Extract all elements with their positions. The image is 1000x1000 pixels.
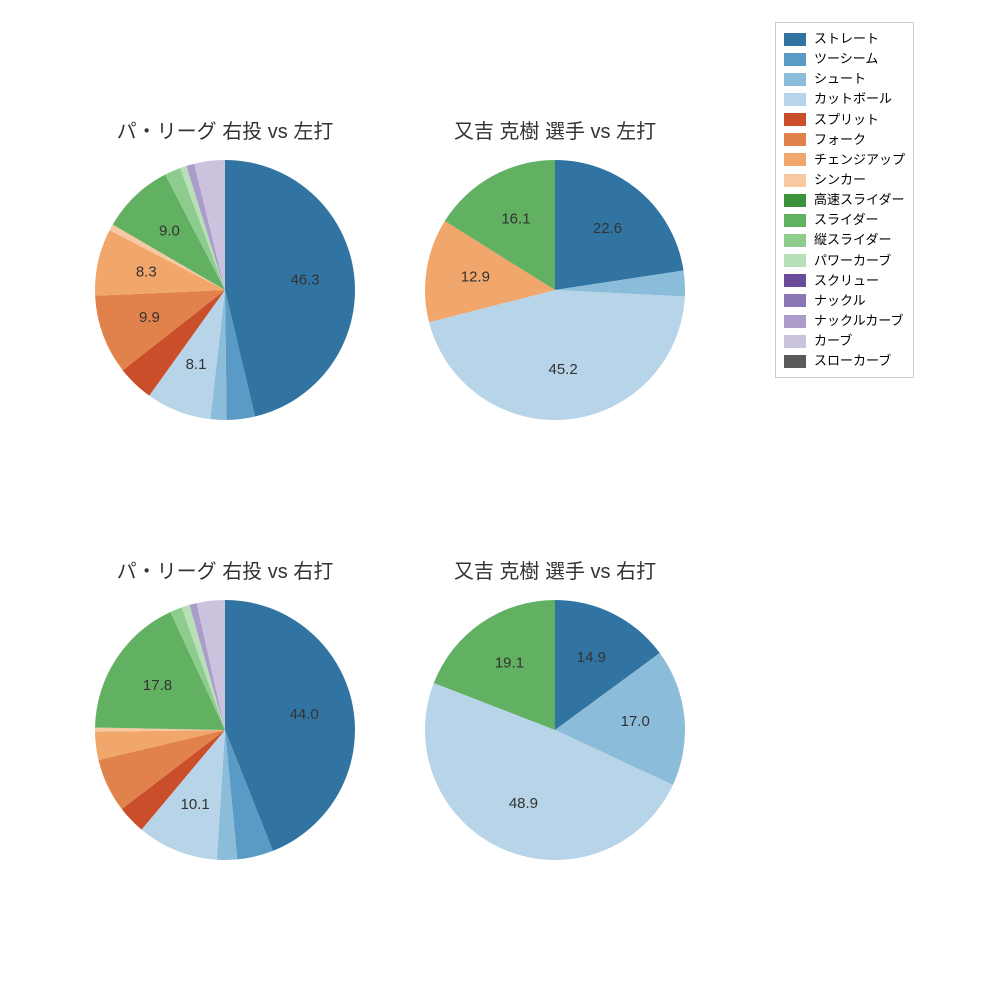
- legend-swatch: [784, 33, 806, 46]
- legend-item: パワーカーブ: [784, 251, 905, 271]
- legend-item: スローカーブ: [784, 351, 905, 371]
- pie-slice-label: 44.0: [290, 706, 319, 723]
- legend-label: シュート: [814, 69, 866, 89]
- pie-slice-label: 17.0: [621, 713, 650, 730]
- pie-chart: 22.6 45.2 12.9 16.1: [385, 120, 725, 460]
- legend-label: チェンジアップ: [814, 150, 905, 170]
- pie-slice-label: 8.3: [136, 264, 157, 281]
- legend: ストレートツーシームシュートカットボールスプリットフォークチェンジアップシンカー…: [775, 22, 914, 378]
- pie-slice-label: 9.9: [139, 309, 160, 326]
- legend-item: 縦スライダー: [784, 230, 905, 250]
- legend-label: スプリット: [814, 110, 879, 130]
- legend-item: 高速スライダー: [784, 190, 905, 210]
- pie-slice-label: 9.0: [159, 223, 180, 240]
- legend-swatch: [784, 234, 806, 247]
- legend-item: ツーシーム: [784, 49, 905, 69]
- legend-swatch: [784, 335, 806, 348]
- legend-swatch: [784, 93, 806, 106]
- legend-swatch: [784, 153, 806, 166]
- pie-chart: 44.0 10.1 17.8: [55, 560, 395, 900]
- legend-item: チェンジアップ: [784, 150, 905, 170]
- legend-swatch: [784, 194, 806, 207]
- legend-label: スクリュー: [814, 271, 879, 291]
- legend-label: ストレート: [814, 29, 879, 49]
- legend-label: カーブ: [814, 331, 852, 351]
- legend-label: パワーカーブ: [814, 251, 891, 271]
- pie-slice-label: 14.9: [577, 649, 606, 666]
- legend-item: フォーク: [784, 130, 905, 150]
- pie-slice-label: 48.9: [509, 795, 538, 812]
- legend-item: ナックル: [784, 291, 905, 311]
- legend-item: カットボール: [784, 89, 905, 109]
- pie-slice-label: 22.6: [593, 220, 622, 237]
- legend-item: スクリュー: [784, 271, 905, 291]
- legend-item: カーブ: [784, 331, 905, 351]
- legend-swatch: [784, 113, 806, 126]
- pie-slice-label: 10.1: [180, 796, 209, 813]
- legend-label: 高速スライダー: [814, 190, 904, 210]
- legend-label: 縦スライダー: [814, 230, 891, 250]
- legend-label: スローカーブ: [814, 351, 891, 371]
- pie-chart: 46.3 8.1 9.9 8.3 9.0: [55, 120, 395, 460]
- legend-swatch: [784, 214, 806, 227]
- legend-swatch: [784, 254, 806, 267]
- legend-item: シュート: [784, 69, 905, 89]
- legend-swatch: [784, 274, 806, 287]
- legend-item: ストレート: [784, 29, 905, 49]
- legend-swatch: [784, 53, 806, 66]
- legend-item: スライダー: [784, 210, 905, 230]
- legend-swatch: [784, 73, 806, 86]
- pie-slice-label: 45.2: [548, 361, 577, 378]
- legend-item: スプリット: [784, 110, 905, 130]
- pie-slice-label: 46.3: [290, 272, 319, 289]
- legend-label: シンカー: [814, 170, 866, 190]
- pie-chart: 14.9 17.0 48.9 19.1: [385, 560, 725, 900]
- legend-label: フォーク: [814, 130, 866, 150]
- legend-swatch: [784, 315, 806, 328]
- legend-label: カットボール: [814, 89, 892, 109]
- pie-slice-label: 17.8: [143, 677, 172, 694]
- pie-slice-label: 12.9: [461, 269, 490, 286]
- legend-label: ナックルカーブ: [814, 311, 903, 331]
- legend-item: シンカー: [784, 170, 905, 190]
- legend-label: ツーシーム: [814, 49, 878, 69]
- legend-swatch: [784, 355, 806, 368]
- legend-swatch: [784, 133, 806, 146]
- pie-slice-label: 19.1: [495, 654, 524, 671]
- pie-slice-label: 16.1: [501, 210, 530, 227]
- legend-label: ナックル: [814, 291, 866, 311]
- legend-item: ナックルカーブ: [784, 311, 905, 331]
- pie-slice-label: 8.1: [186, 356, 207, 373]
- legend-swatch: [784, 294, 806, 307]
- legend-swatch: [784, 174, 806, 187]
- legend-label: スライダー: [814, 210, 878, 230]
